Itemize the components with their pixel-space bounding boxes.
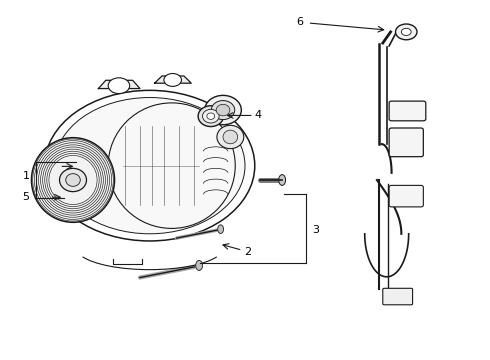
Ellipse shape [223, 130, 238, 144]
Text: 3: 3 [312, 225, 319, 235]
Circle shape [108, 78, 130, 94]
Text: 5: 5 [23, 192, 29, 202]
Circle shape [164, 73, 181, 86]
Ellipse shape [54, 98, 245, 234]
Ellipse shape [205, 95, 242, 125]
Circle shape [395, 24, 417, 40]
Text: 1: 1 [23, 171, 29, 181]
Text: 4: 4 [255, 111, 262, 121]
Ellipse shape [198, 106, 223, 127]
Ellipse shape [218, 225, 223, 233]
Ellipse shape [207, 113, 215, 120]
FancyBboxPatch shape [383, 288, 413, 305]
Ellipse shape [279, 175, 286, 185]
Ellipse shape [31, 138, 115, 222]
Ellipse shape [196, 260, 202, 270]
Text: 2: 2 [244, 247, 251, 257]
Ellipse shape [66, 174, 80, 186]
FancyBboxPatch shape [389, 128, 423, 157]
FancyBboxPatch shape [389, 101, 426, 121]
Ellipse shape [216, 104, 230, 116]
FancyBboxPatch shape [389, 185, 423, 207]
Polygon shape [98, 80, 140, 89]
Ellipse shape [217, 125, 244, 149]
Text: 6: 6 [296, 17, 303, 27]
Circle shape [401, 28, 411, 36]
Ellipse shape [59, 168, 87, 192]
Ellipse shape [202, 109, 219, 123]
Ellipse shape [211, 100, 235, 120]
Polygon shape [155, 76, 191, 83]
